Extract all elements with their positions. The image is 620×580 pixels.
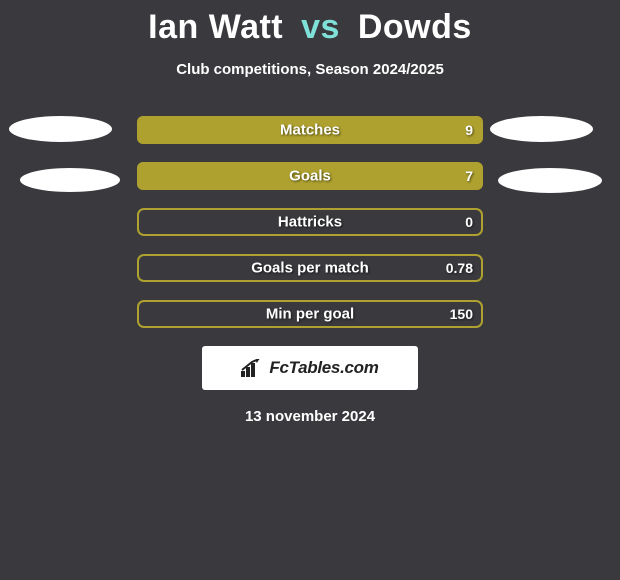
stat-row: Matches 9 xyxy=(137,116,483,144)
stat-row: Hattricks 0 xyxy=(137,208,483,236)
comparison-title: Ian Watt vs Dowds xyxy=(0,0,620,47)
avatar-ellipse-0 xyxy=(9,116,112,142)
stat-label: Goals per match xyxy=(251,260,369,277)
stat-value: 0 xyxy=(465,214,473,230)
avatar-ellipse-1 xyxy=(490,116,593,142)
brand-chart-icon xyxy=(241,359,263,377)
player2-name: Dowds xyxy=(358,8,472,46)
avatar-ellipse-2 xyxy=(20,168,120,192)
stat-value: 9 xyxy=(465,122,473,138)
stat-value: 7 xyxy=(465,168,473,184)
stat-label: Hattricks xyxy=(278,214,342,231)
player1-name: Ian Watt xyxy=(148,8,283,46)
stats-stage: Matches 9 Goals 7 Hattricks 0 Goals per match 0… xyxy=(0,116,620,328)
stat-label: Min per goal xyxy=(266,306,354,323)
stat-row: Goals 7 xyxy=(137,162,483,190)
stat-label: Goals xyxy=(289,168,331,185)
brand-text: FcTables.com xyxy=(269,358,378,378)
vs-text: vs xyxy=(301,8,340,46)
avatar-ellipse-3 xyxy=(498,168,602,193)
stat-row: Goals per match 0.78 xyxy=(137,254,483,282)
stat-row: Min per goal 150 xyxy=(137,300,483,328)
stat-value: 150 xyxy=(450,306,473,322)
stat-value: 0.78 xyxy=(446,260,473,276)
subtitle: Club competitions, Season 2024/2025 xyxy=(0,61,620,78)
stats-bars: Matches 9 Goals 7 Hattricks 0 Goals per match 0… xyxy=(137,116,483,328)
brand-badge: FcTables.com xyxy=(202,346,418,390)
stat-label: Matches xyxy=(280,122,340,139)
date-label: 13 november 2024 xyxy=(0,408,620,425)
